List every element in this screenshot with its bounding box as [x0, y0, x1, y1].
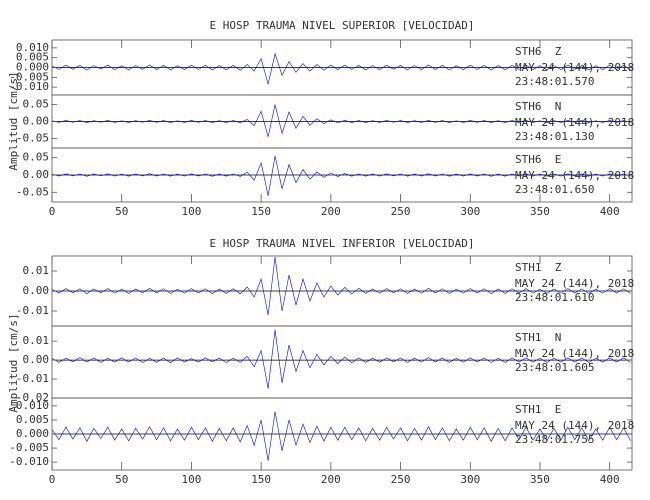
x-tick-label: 300 [460, 205, 480, 218]
x-tick-label: 350 [530, 473, 550, 486]
trace [52, 329, 631, 389]
station-label: STH1 E [515, 403, 561, 416]
y-tick-label: 0.05 [23, 151, 50, 164]
x-tick-label: 0 [49, 473, 56, 486]
station-label: STH1 Z [515, 261, 562, 274]
x-tick-label: 0 [49, 205, 56, 218]
x-tick-label: 250 [391, 473, 411, 486]
y-tick-label: 0.00 [23, 115, 50, 128]
y-tick-label: 0.000 [16, 61, 49, 74]
x-tick-label: 350 [530, 205, 550, 218]
annotation: MAY 24 (144), 2018 [515, 347, 634, 360]
trace [52, 104, 631, 137]
trace [52, 411, 631, 461]
y-tick-label: 0.00 [23, 168, 50, 181]
annotation: 23:48:01.570 [515, 75, 594, 88]
y-tick-label: 0.00 [23, 353, 50, 366]
y-tick-label: -0.01 [16, 372, 49, 385]
trace [52, 256, 631, 316]
x-tick-label: 50 [115, 473, 128, 486]
y-tick-label: 0.000 [16, 427, 49, 440]
annotation: MAY 24 (144), 2018 [515, 61, 634, 74]
x-tick-label: 100 [181, 473, 201, 486]
station-label: STH6 Z [515, 45, 562, 58]
annotation: 23:48:01.605 [515, 361, 594, 374]
y-tick-label: 0.010 [16, 399, 49, 412]
annotation: 23:48:01.130 [515, 130, 594, 143]
x-tick-label: 150 [251, 205, 271, 218]
trace [52, 155, 631, 196]
y-tick-label: -0.010 [9, 455, 49, 468]
y-tick-label: 0.01 [23, 264, 50, 277]
x-tick-label: 100 [181, 205, 201, 218]
y-tick-label: -0.02 [16, 391, 49, 404]
x-tick-label: 250 [391, 205, 411, 218]
y-tick-label: 0.010 [16, 41, 49, 54]
station-label: STH6 E [515, 153, 561, 166]
y-tick-label: 0.05 [23, 98, 50, 111]
station-label: STH1 N [515, 331, 561, 344]
chart-title: E HOSP TRAUMA NIVEL SUPERIOR [VELOCIDAD] [210, 19, 475, 32]
annotation: MAY 24 (144), 2018 [515, 116, 634, 129]
x-tick-label: 200 [321, 205, 341, 218]
y-tick-label: 0.00 [23, 284, 50, 297]
y-axis-label: Amplitud [cm/s] [7, 71, 20, 170]
x-tick-label: 400 [600, 205, 620, 218]
annotation: MAY 24 (144), 2018 [515, 169, 634, 182]
x-tick-label: 150 [251, 473, 271, 486]
y-tick-label: -0.005 [9, 70, 49, 83]
x-tick-label: 50 [115, 205, 128, 218]
y-tick-label: -0.05 [16, 131, 49, 144]
y-tick-label: 0.01 [23, 334, 50, 347]
x-tick-label: 200 [321, 473, 341, 486]
x-tick-label: 400 [600, 473, 620, 486]
y-tick-label: 0.005 [16, 51, 49, 64]
y-tick-label: 0.005 [16, 413, 49, 426]
annotation: MAY 24 (144), 2018 [515, 419, 634, 432]
station-label: STH6 N [515, 100, 561, 113]
y-axis-label: Amplitud [cm/s] [7, 313, 20, 412]
y-tick-label: -0.01 [16, 304, 49, 317]
annotation: 23:48:01.610 [515, 291, 594, 304]
x-tick-label: 300 [460, 473, 480, 486]
y-tick-label: -0.010 [9, 80, 49, 93]
y-tick-label: -0.005 [9, 441, 49, 454]
annotation: MAY 24 (144), 2018 [515, 277, 634, 290]
annotation: 23:48:01.650 [515, 183, 594, 196]
trace [52, 52, 631, 85]
y-tick-label: -0.05 [16, 185, 49, 198]
annotation: 23:48:01.755 [515, 433, 594, 446]
chart-title: E HOSP TRAUMA NIVEL INFERIOR [VELOCIDAD] [210, 237, 475, 250]
